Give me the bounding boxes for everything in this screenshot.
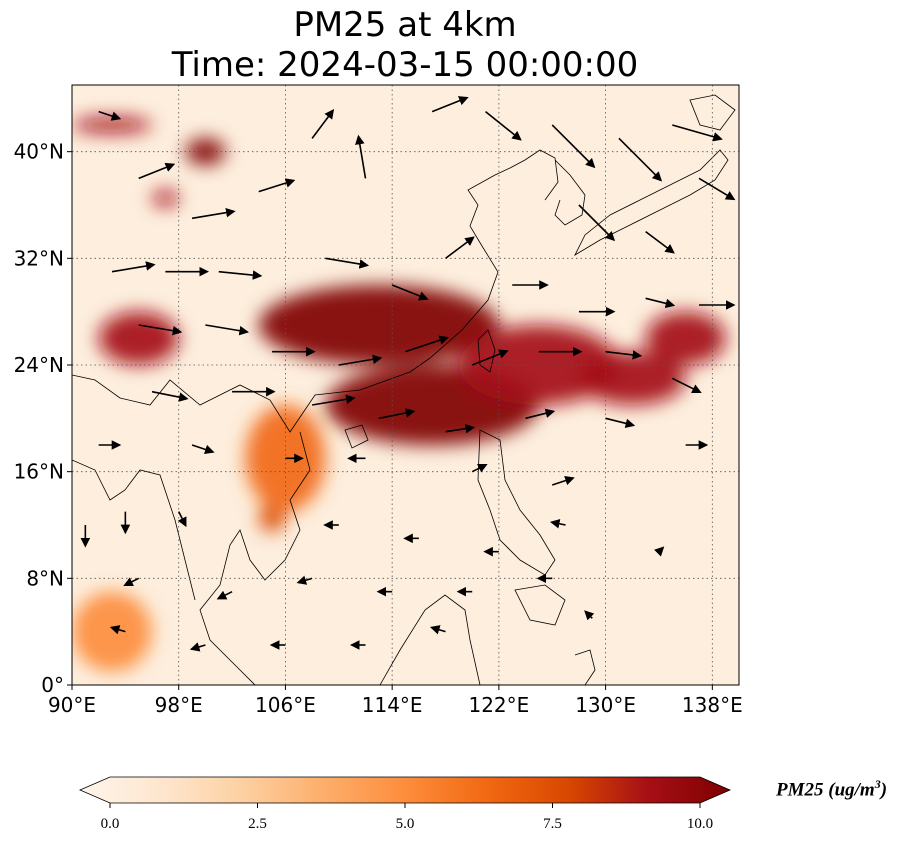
- colorbar-tick-label-2: 5.0: [396, 816, 415, 832]
- title-line2: Time: 2024-03-15 00:00:00: [171, 45, 639, 85]
- pm25-blob-2: [458, 325, 619, 405]
- wind-vector-6: [431, 96, 469, 113]
- wind-vector-2: [191, 207, 236, 220]
- ytick-label-1: 8°N: [26, 566, 64, 590]
- wind-vector-3: [258, 178, 296, 193]
- wind-vector-0: [98, 110, 122, 121]
- xtick-label-6: 138°E: [682, 693, 743, 717]
- wind-vector-66: [654, 546, 665, 557]
- wind-vector-49: [177, 511, 187, 528]
- ytick-label-3: 24°N: [14, 353, 64, 377]
- wind-vector-28: [405, 335, 450, 353]
- wind-vector-35: [311, 394, 356, 406]
- colorbar-tick-label-1: 2.5: [248, 816, 267, 832]
- wind-vector-7: [485, 111, 522, 141]
- wind-vector-22: [645, 297, 676, 309]
- xtick-label-2: 106°E: [255, 693, 316, 717]
- colorbar-label-close: ): [880, 779, 888, 801]
- wind-vector-9: [618, 137, 663, 182]
- wind-vector-37: [445, 423, 476, 434]
- colorbar-label: PM25 (ug/m3): [776, 777, 913, 801]
- ytick-label-5: 40°N: [14, 140, 64, 164]
- wind-vector-14: [111, 261, 156, 273]
- coastline-borneo: [379, 594, 481, 685]
- wind-vector-19: [445, 236, 475, 259]
- xtick-label-4: 122°E: [468, 693, 529, 717]
- wind-vector-18: [391, 284, 429, 301]
- wind-vector-38: [525, 408, 556, 420]
- coastline-japan-north: [689, 94, 736, 131]
- wind-vector-16: [218, 270, 263, 280]
- pm25-blob-8: [72, 117, 153, 133]
- pm25-blob-0: [258, 285, 499, 365]
- xtick-label-0: 90°E: [48, 693, 96, 717]
- xtick-label-5: 130°E: [575, 693, 636, 717]
- pm25-blob-4: [645, 311, 726, 366]
- coastline-indochina: [199, 431, 311, 685]
- coastline-philippines: [477, 429, 556, 576]
- xtick-label-3: 114°E: [362, 693, 423, 717]
- wind-vector-36: [378, 408, 416, 420]
- wind-vector-27: [338, 354, 383, 366]
- wind-vector-56: [296, 575, 313, 585]
- wind-vector-17: [325, 257, 370, 269]
- wind-vector-33: [151, 390, 189, 402]
- wind-vector-12: [578, 204, 616, 242]
- wind-vector-24: [138, 324, 183, 336]
- wind-vector-25: [205, 324, 249, 336]
- wind-vector-64: [429, 625, 446, 635]
- ytick-label-2: 16°N: [14, 460, 64, 484]
- ytick-label-0: 0°: [41, 673, 64, 697]
- wind-vector-13: [645, 231, 675, 254]
- wind-vector-55: [216, 590, 233, 600]
- colorbar-body: [78, 776, 732, 804]
- wind-vector-39: [605, 417, 636, 429]
- colorbar-label-sup: 3: [874, 777, 881, 791]
- wind-vector-1: [138, 162, 176, 180]
- title-line1: PM25 at 4km: [293, 5, 517, 45]
- colorbar-tick-label-4: 10.0: [687, 816, 713, 832]
- ytick-label-4: 32°N: [14, 246, 64, 270]
- wind-vector-31: [605, 350, 643, 360]
- colorbar: 0.0 2.5 5.0 7.5 10.0: [78, 776, 732, 832]
- map-frame: [71, 84, 740, 686]
- wind-vector-11: [698, 177, 736, 201]
- pm25-blob-7: [152, 190, 179, 207]
- wind-vector-4: [311, 109, 335, 139]
- coastline-china: [72, 149, 559, 433]
- coastline-hainan: [344, 424, 369, 449]
- wind-vector-46: [551, 475, 575, 486]
- wind-vector-10: [672, 124, 723, 142]
- wind-vector-5: [355, 134, 367, 179]
- coastline-taiwan: [477, 329, 496, 373]
- coastline-sulawesi: [574, 649, 596, 685]
- colorbar-tick-label-3: 7.5: [543, 816, 562, 832]
- wind-vector-29: [471, 349, 509, 366]
- colorbar-label-text: PM25 (ug/m: [776, 779, 875, 801]
- xtick-label-1: 98°E: [155, 693, 203, 717]
- pm25-blob-6: [185, 138, 226, 166]
- pm25-blob-11: [72, 591, 153, 672]
- wind-vector-60: [109, 625, 126, 635]
- coastline-japan: [574, 149, 729, 257]
- wind-vector-61: [189, 642, 206, 652]
- coastline-myanmar: [72, 459, 196, 601]
- pm25-blob-5: [98, 311, 179, 366]
- wind-vector-45: [471, 463, 488, 473]
- wind-vector-65: [584, 610, 595, 621]
- wind-vector-8: [551, 124, 596, 169]
- wind-vector-32: [671, 377, 702, 394]
- colorbar-tick-label-0: 0.0: [101, 816, 120, 832]
- coastline-mindanao: [514, 584, 566, 626]
- wind-vector-54: [123, 577, 140, 587]
- coastline-korea: [554, 159, 586, 226]
- pm25-blob-9: [258, 504, 286, 532]
- wind-vector-53: [550, 519, 566, 529]
- wind-vector-42: [191, 444, 215, 455]
